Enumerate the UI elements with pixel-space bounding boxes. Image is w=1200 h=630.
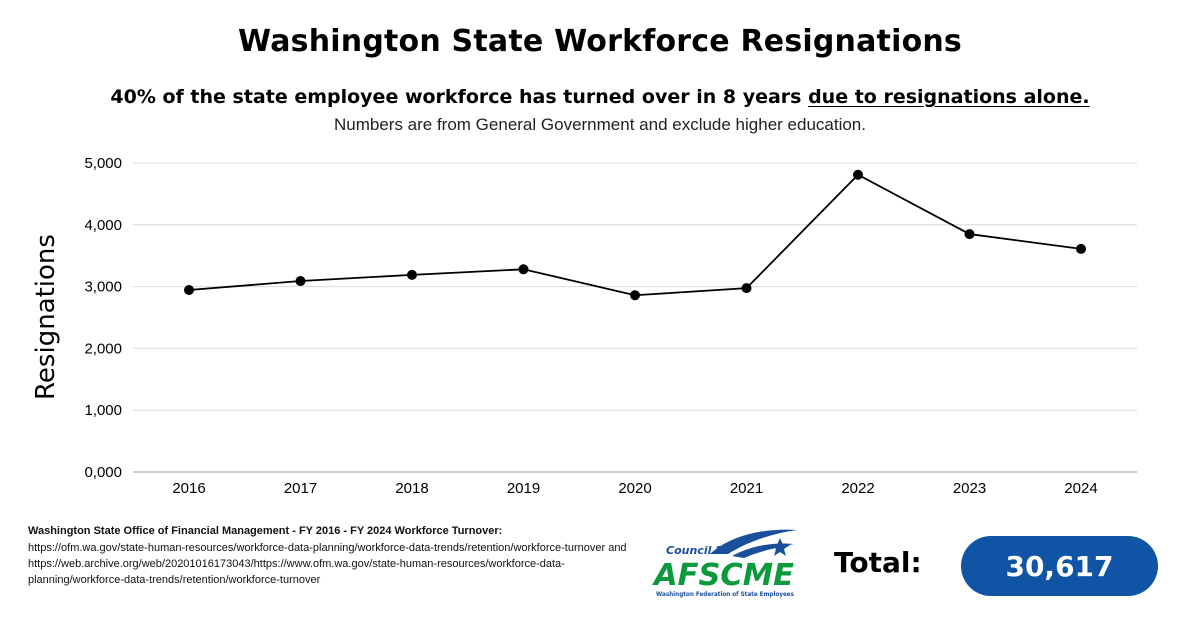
total-value-badge: 30,617 xyxy=(961,536,1158,596)
subtitle-main: 40% of the state employee workforce has … xyxy=(110,86,809,108)
subtitle-emphasis: due to resignations alone. xyxy=(808,86,1090,108)
logo-wordmark: AFSCME xyxy=(652,558,795,593)
logo-council: Council 28 xyxy=(666,544,731,557)
y-tick-label: 4,000 xyxy=(84,217,122,234)
data-point xyxy=(964,229,975,240)
x-tick-label: 2017 xyxy=(284,480,317,497)
data-point xyxy=(295,276,306,287)
source-link-1[interactable]: https://ofm.wa.gov/state-human-resources… xyxy=(28,542,627,554)
afscme-logo: Council 28 AFSCME Washington Federation … xyxy=(652,529,797,598)
x-tick-label: 2023 xyxy=(953,480,986,497)
series-line xyxy=(188,173,1082,297)
total-label: Total: xyxy=(834,546,922,579)
data-points xyxy=(184,169,1086,301)
chart-gridlines xyxy=(133,162,1137,473)
data-note: Numbers are from General Government and … xyxy=(333,115,866,134)
y-tick-label: 1,000 xyxy=(84,402,122,419)
y-axis-label: Resignations xyxy=(31,234,61,400)
data-point xyxy=(184,284,194,295)
subtitle: 40% of the state employee workforce has … xyxy=(0,86,1200,108)
source-link-2[interactable]: https://web.archive.org/web/202010161730… xyxy=(28,558,565,586)
logo-swoosh-icon xyxy=(710,529,797,554)
data-point xyxy=(630,290,640,301)
y-tick-label: 5,000 xyxy=(84,155,122,172)
data-point xyxy=(1076,243,1086,254)
x-tick-label: 2016 xyxy=(172,480,205,497)
data-point xyxy=(407,269,417,280)
logo-tagline: Washington Federation of State Employees xyxy=(656,591,794,598)
logo-star-icon xyxy=(770,538,790,556)
y-tick-label: 2,000 xyxy=(84,340,122,357)
x-tick-label: 2019 xyxy=(507,480,540,497)
y-axis-tick-labels: 0,000 1,000 2,000 3,000 4,000 5,000 xyxy=(84,155,122,481)
x-tick-label: 2018 xyxy=(395,480,428,497)
y-tick-label: 0,000 xyxy=(84,464,122,481)
x-tick-label: 2022 xyxy=(841,480,874,497)
y-tick-label: 3,000 xyxy=(84,279,122,296)
x-tick-label: 2024 xyxy=(1064,480,1097,497)
data-point xyxy=(853,169,863,180)
data-point xyxy=(741,283,752,294)
x-tick-label: 2021 xyxy=(730,480,763,497)
x-axis-tick-labels: 2016 2017 2018 2019 2020 2021 2022 2023 2024 xyxy=(172,480,1097,497)
source-citation: Washington State Office of Financial Man… xyxy=(28,523,648,588)
x-tick-label: 2020 xyxy=(618,480,651,497)
data-point xyxy=(518,264,529,275)
page-title: Washington State Workforce Resignations xyxy=(238,24,962,59)
source-heading: Washington State Office of Financial Man… xyxy=(28,525,503,537)
